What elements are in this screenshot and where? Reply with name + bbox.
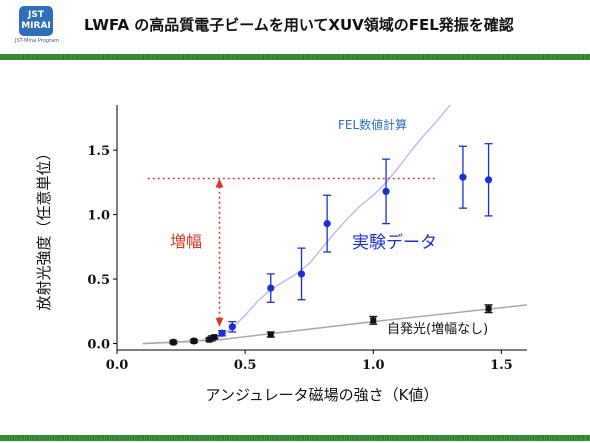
experiment-data-point (323, 220, 331, 228)
spontaneous-data-point (170, 339, 177, 346)
experiment-data-point (484, 176, 493, 184)
x-axis-label: アンジュレータ磁場の強さ（K値） (206, 386, 439, 404)
experiment-data-point (218, 329, 226, 337)
y-tick-label: 1.0 (87, 209, 110, 224)
amplification-arrowhead-up (215, 178, 224, 188)
experiment-data-point (267, 284, 275, 292)
x-tick-label: 0.5 (234, 358, 257, 373)
x-tick-label: 1.5 (490, 358, 513, 373)
logo-subtitle: JST-Mirai Program (15, 38, 59, 44)
experiment-data-point (228, 323, 236, 331)
experiment-data-point (459, 173, 467, 181)
fel-simulation-label: FEL数値計算 (338, 117, 407, 132)
logo-line2: MIRAI (21, 21, 51, 31)
spontaneous-data-point (190, 337, 197, 344)
spontaneous-data-point (267, 331, 274, 338)
y-tick-label: 1.5 (87, 144, 110, 159)
experiment-data-point (297, 270, 306, 278)
spontaneous-label: 自発光(増幅なし) (387, 322, 488, 337)
experiment-label: 実験データ (352, 232, 437, 253)
bottom-divider (0, 435, 590, 441)
experiment-data-point (382, 187, 390, 195)
x-tick-label: 1.0 (362, 358, 385, 373)
amplification-label: 増幅 (170, 232, 202, 251)
y-axis-label: 放射光強度（任意単位） (35, 145, 53, 310)
y-tick-label: 0.0 (87, 338, 110, 353)
x-tick-label: 0.0 (106, 358, 129, 373)
fel-simulation-curve (142, 104, 451, 345)
data-points (169, 143, 493, 346)
spontaneous-data-point (485, 305, 492, 312)
spontaneous-fit-line (142, 304, 528, 345)
spontaneous-data-point (206, 336, 213, 343)
axis-ticks: 0.0 0.5 1.0 1.5 0.0 0.5 1.0 1.5 (87, 144, 512, 373)
top-divider (0, 54, 590, 60)
y-tick-label: 0.5 (87, 273, 110, 288)
simulation-curves (142, 104, 528, 345)
amplification-arrowhead-down (215, 317, 224, 327)
spontaneous-data-point (370, 317, 377, 324)
annotations (147, 177, 438, 327)
spontaneous-data-point (211, 334, 218, 341)
logo-badge: JST MIRAI (19, 6, 53, 36)
jst-mirai-logo: JST MIRAI JST-Mirai Program (5, 4, 69, 48)
slide-title: LWFA の高品質電子ビームを用いてXUV領域のFEL発振を確認 (84, 16, 514, 34)
logo-line1: JST (28, 10, 44, 20)
